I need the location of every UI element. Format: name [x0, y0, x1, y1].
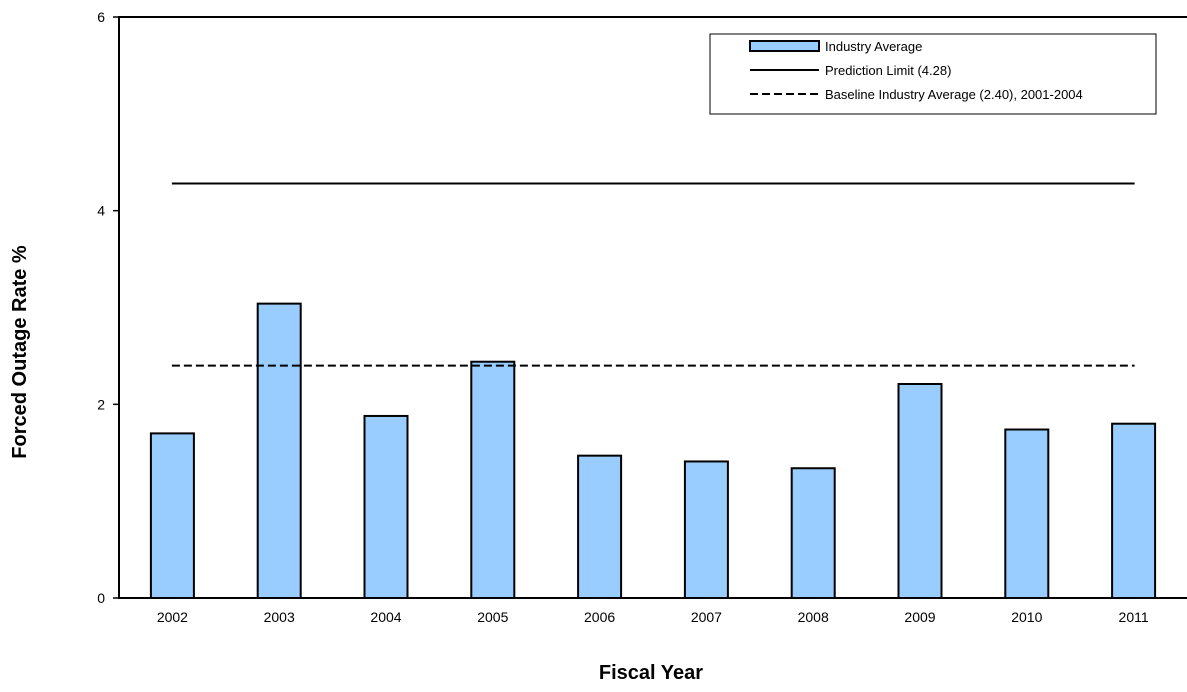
legend: Industry Average Prediction Limit (4.28) B…: [710, 34, 1156, 114]
bar-2009: [899, 384, 942, 598]
x-tick-label-2003: 2003: [264, 609, 295, 625]
bar-2007: [685, 461, 728, 598]
x-tick-label-2008: 2008: [798, 609, 829, 625]
legend-label-prediction-limit: Prediction Limit (4.28): [825, 63, 951, 78]
bar-2008: [792, 468, 835, 598]
y-tick-label: 4: [97, 203, 105, 219]
y-axis-title: Forced Outage Rate %: [9, 245, 31, 459]
bar-2002: [151, 433, 194, 598]
bar-2006: [578, 456, 621, 598]
x-tick-label-2007: 2007: [691, 609, 722, 625]
x-tick-label-2005: 2005: [477, 609, 508, 625]
x-tick-label-2009: 2009: [904, 609, 935, 625]
x-tick-label-2002: 2002: [157, 609, 188, 625]
bars: [151, 304, 1155, 598]
legend-swatch-industry-average: [750, 41, 819, 51]
x-tick-label-2006: 2006: [584, 609, 615, 625]
y-axis-ticks: 0 2 4 6: [97, 9, 119, 606]
x-tick-label-2004: 2004: [370, 609, 401, 625]
y-tick-label: 0: [97, 590, 105, 606]
bar-2011: [1112, 424, 1155, 598]
x-tick-label-2010: 2010: [1011, 609, 1042, 625]
legend-label-baseline-average: Baseline Industry Average (2.40), 2001-2…: [825, 87, 1083, 102]
reference-lines: [172, 184, 1135, 366]
x-axis-title: Fiscal Year: [599, 662, 703, 684]
bar-2004: [365, 416, 408, 598]
y-tick-label: 2: [97, 396, 105, 412]
legend-label-industry-average: Industry Average: [825, 39, 922, 54]
y-tick-label: 6: [97, 9, 105, 25]
bar-2003: [258, 304, 301, 598]
bar-2005: [471, 362, 514, 598]
bar-2010: [1005, 430, 1048, 598]
x-tick-label-2011: 2011: [1119, 609, 1149, 625]
x-axis-ticks: 2002 2003 2004 2005 2006 2007 2008 2009 2010 2011: [157, 609, 1149, 625]
